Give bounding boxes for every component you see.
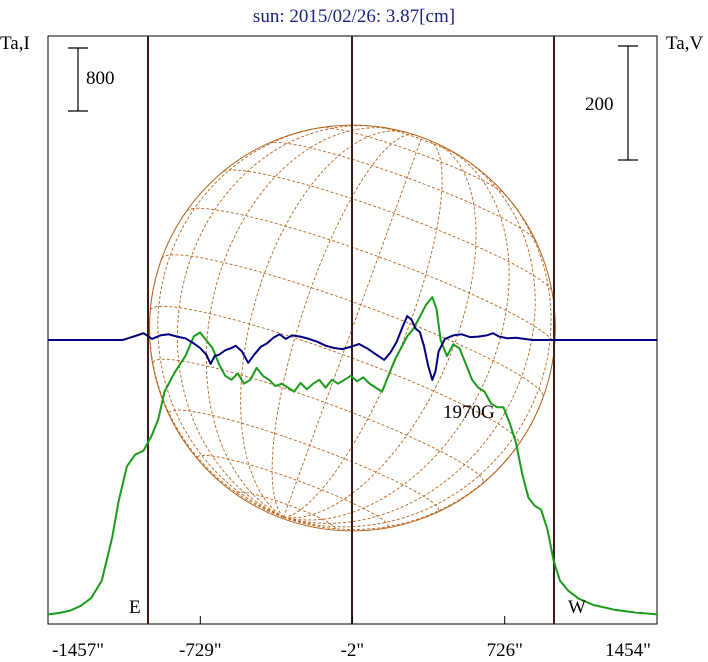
chart-title: sun: 2015/02/26: 3.87[cm] xyxy=(253,6,455,27)
longitude-line xyxy=(283,397,544,531)
longitude-line xyxy=(283,140,443,518)
longitude-line xyxy=(283,149,510,521)
left-scale-bar-label: 800 xyxy=(86,68,115,89)
longitude-line xyxy=(271,134,415,518)
longitude-line xyxy=(283,142,477,519)
longitude-line xyxy=(157,125,332,518)
longitude-line xyxy=(176,125,378,518)
longitude-line xyxy=(283,157,536,524)
latitude-line xyxy=(268,141,536,241)
active-region-annotation: 1970G xyxy=(443,402,495,423)
series-group xyxy=(47,296,658,616)
longitude-line xyxy=(283,137,423,518)
left-axis-label: Ta,I xyxy=(0,33,30,54)
series-line-intensity xyxy=(47,296,658,616)
latitude-line xyxy=(321,127,506,195)
longitude-line xyxy=(240,130,407,518)
east-limb-label: E xyxy=(129,597,141,618)
x-tick-label: 726" xyxy=(487,640,523,661)
longitude-line xyxy=(205,127,394,518)
x-tick-label: -1457" xyxy=(52,640,104,661)
right-scale-bar xyxy=(618,45,638,161)
latitude-line xyxy=(223,169,553,292)
longitude-line xyxy=(283,186,552,528)
right-axis-label: Ta,V xyxy=(666,33,703,54)
x-axis-ticks: -1457" -729" -2" 726" 1454" xyxy=(47,616,658,661)
x-tick-label: -729" xyxy=(179,640,222,661)
series-line-polarization xyxy=(48,315,657,381)
latitude-line xyxy=(150,305,520,445)
solar-disk xyxy=(148,124,556,532)
x-tick-label: -2" xyxy=(341,640,365,661)
x-tick-label: 1454" xyxy=(605,640,651,661)
latitude-line xyxy=(186,207,556,345)
left-scale-bar xyxy=(68,47,88,112)
west-limb-label: W xyxy=(568,597,586,618)
right-scale-bar-label: 200 xyxy=(585,94,614,115)
